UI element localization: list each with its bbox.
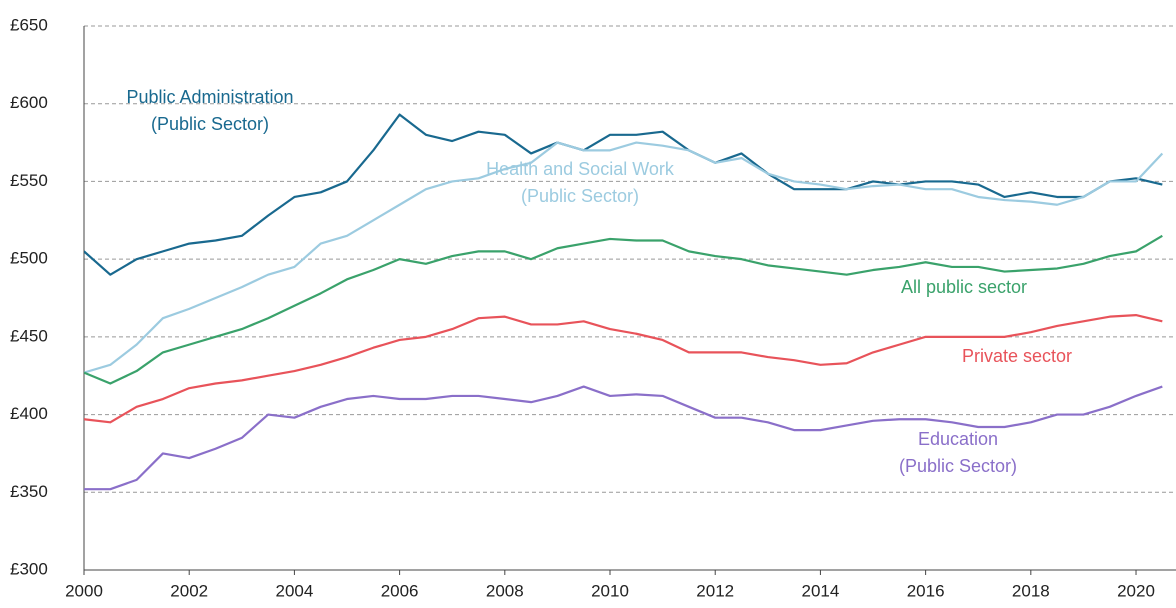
- x-tick-label: 2000: [65, 581, 103, 600]
- x-tick-label: 2006: [381, 581, 419, 600]
- series-label: Education: [918, 429, 998, 449]
- y-tick-label: £450: [10, 326, 48, 345]
- series-line: [84, 234, 1163, 385]
- x-tick-label: 2010: [591, 581, 629, 600]
- series-label: (Public Sector): [521, 186, 639, 206]
- x-tick-label: 2018: [1012, 581, 1050, 600]
- x-tick-label: 2014: [802, 581, 840, 600]
- series-label: (Public Sector): [151, 114, 269, 134]
- series-line: [84, 313, 1163, 424]
- x-tick-label: 2002: [170, 581, 208, 600]
- y-tick-label: £600: [10, 93, 48, 112]
- series-label: (Public Sector): [899, 456, 1017, 476]
- series-line: [84, 141, 1164, 374]
- plot-area: [84, 113, 1164, 491]
- series-label: All public sector: [901, 277, 1027, 297]
- x-tick-label: 2004: [275, 581, 313, 600]
- x-tick-label: 2020: [1117, 581, 1155, 600]
- series-label: Private sector: [962, 346, 1072, 366]
- y-tick-label: £550: [10, 171, 48, 190]
- y-tick-label: £650: [10, 15, 48, 34]
- x-tick-label: 2008: [486, 581, 524, 600]
- y-tick-label: £500: [10, 249, 48, 268]
- series-line: [84, 113, 1163, 276]
- series-label: Public Administration: [126, 87, 293, 107]
- x-tick-label: 2012: [696, 581, 734, 600]
- x-tick-label: 2016: [907, 581, 945, 600]
- y-tick-label: £400: [10, 404, 48, 423]
- y-tick-label: £300: [10, 559, 48, 578]
- series-label: Health and Social Work: [486, 159, 675, 179]
- y-tick-label: £350: [10, 482, 48, 501]
- series-line: [84, 385, 1163, 491]
